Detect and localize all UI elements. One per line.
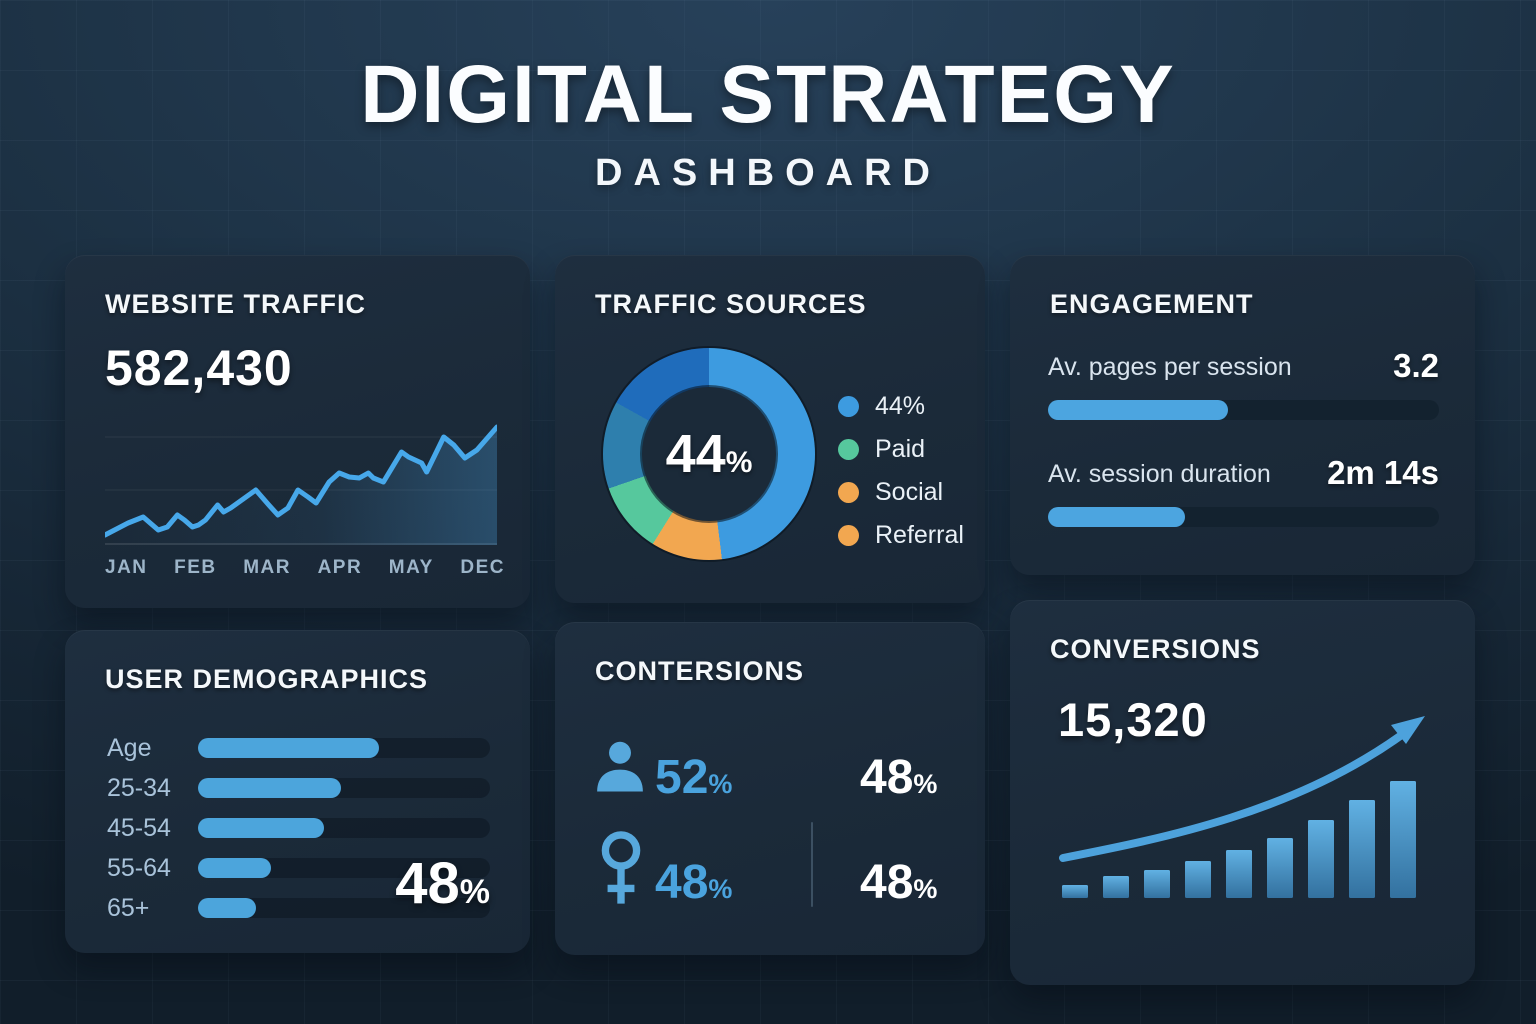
legend-dot (838, 439, 859, 460)
demographics-bar-fill (198, 898, 257, 918)
male-share-value: 52% (655, 751, 733, 804)
session-duration-value: 2m 14s (1327, 454, 1439, 491)
conversions-bar (1390, 781, 1416, 898)
demographics-row: 65+ (107, 888, 490, 928)
conversions-total: 15,320 (1058, 693, 1208, 746)
conversions-bar (1185, 861, 1211, 898)
demographics-bar-track (198, 778, 490, 798)
website-traffic-title: WEBSITE TRAFFIC (105, 289, 366, 319)
legend-item: 44% (838, 385, 964, 428)
website-traffic-total: 582,430 (105, 340, 293, 396)
demographics-bar-fill (198, 778, 342, 798)
demographics-row: 55-64 (107, 848, 490, 888)
conversions-bar (1226, 850, 1252, 898)
user-demographics-title: USER DEMOGRAPHICS (105, 664, 429, 694)
session-duration-progress-fill (1048, 507, 1185, 527)
conversions-bar (1144, 870, 1170, 898)
month-label: JAN (105, 557, 148, 578)
pages-per-session-progress-fill (1048, 400, 1228, 420)
conversions-bar (1308, 820, 1334, 898)
website-traffic-card: WEBSITE TRAFFIC 582,430 JAN FEB MAR APR MAY D… (65, 255, 530, 608)
demographics-bar-track (198, 858, 490, 878)
traffic-sources-card: TRAFFIC SOURCES 44% 44% Paid Social Referra… (555, 255, 985, 603)
conversions-bar (1062, 885, 1088, 898)
traffic-sources-legend: 44% Paid Social Referral (838, 385, 964, 557)
traffic-sources-donut-chart: 44% (603, 348, 815, 560)
pages-per-session-progress-track (1048, 400, 1439, 420)
demographics-row: 25-34 (107, 768, 490, 808)
male-conversion-rate: 48% (860, 751, 938, 804)
donut-center-value: 44 (665, 424, 726, 484)
month-label: APR (317, 557, 363, 578)
pages-per-session-label: Av. pages per session (1048, 353, 1292, 381)
demographics-bar-track (198, 898, 490, 918)
month-axis: JAN FEB MAR APR MAY DEC (105, 557, 505, 579)
demographics-highlight: 48% (395, 850, 490, 917)
demographics-row: 45-54 (107, 808, 490, 848)
legend-label: 44% (875, 392, 926, 420)
demographics-highlight-unit: % (459, 873, 490, 911)
demographics-row-label: 25-34 (107, 773, 171, 802)
month-label: FEB (174, 557, 217, 578)
engagement-card: ENGAGEMENT Av. pages per session 3.2 Av.… (1010, 255, 1475, 575)
user-demographics-card: USER DEMOGRAPHICS Age 25-34 45-54 55-64 65+ … (65, 630, 530, 953)
demographics-bar-track (198, 738, 490, 758)
page-subtitle: DASHBOARD (595, 152, 941, 194)
month-label: DEC (460, 557, 505, 578)
person-icon (597, 741, 643, 792)
legend-item: Paid (838, 428, 964, 471)
donut-center-label: 44% (666, 423, 753, 485)
session-duration-progress-track (1048, 507, 1439, 527)
conversions-bar (1349, 800, 1375, 898)
female-icon (601, 831, 641, 904)
legend-label: Paid (875, 435, 926, 463)
demographics-row-label: 45-54 (107, 813, 171, 842)
demographics-bar-chart: Age 25-34 45-54 55-64 65+ (107, 728, 490, 928)
legend-item: Referral (838, 514, 964, 557)
legend-item: Social (838, 471, 964, 514)
legend-label: Referral (875, 521, 964, 549)
legend-dot (838, 396, 859, 417)
female-conversion-rate: 48% (860, 856, 938, 909)
demographics-row: Age (107, 728, 490, 768)
traffic-sources-title: TRAFFIC SOURCES (595, 289, 867, 319)
contersions-card: CONTERSIONS 52% 48% 48% 48% (555, 622, 985, 955)
donut-center-unit: % (725, 446, 753, 479)
female-share-value: 48% (655, 856, 733, 909)
donut-hole: 44% (642, 387, 776, 521)
contersions-title: CONTERSIONS (595, 656, 805, 686)
demographics-row-label: Age (107, 733, 152, 762)
conversions-card: CONVERSIONS 15,320 (1010, 600, 1475, 985)
conversions-bar-chart (1059, 716, 1425, 898)
conversions-title: CONVERSIONS (1050, 634, 1261, 664)
pages-per-session-value: 3.2 (1393, 347, 1439, 384)
dashboard-header: DIGITAL STRATEGY DASHBOARD (0, 0, 1536, 195)
demographics-row-label: 65+ (107, 893, 150, 922)
engagement-title: ENGAGEMENT (1050, 289, 1254, 319)
conversions-bar (1267, 838, 1293, 898)
legend-dot (838, 525, 859, 546)
legend-label: Social (875, 478, 944, 506)
demographics-row-label: 55-64 (107, 853, 171, 882)
demographics-highlight-value: 48 (395, 851, 460, 916)
website-traffic-line-chart (105, 424, 497, 545)
page-title: DIGITAL STRATEGY (360, 49, 1176, 140)
legend-dot (838, 482, 859, 503)
column-divider (811, 822, 813, 907)
demographics-bar-track (198, 818, 490, 838)
demographics-bar-fill (198, 738, 380, 758)
trend-arrow-icon (1059, 730, 1407, 862)
month-label: MAY (388, 557, 434, 578)
month-label: MAR (243, 557, 291, 578)
demographics-bar-fill (198, 858, 271, 878)
session-duration-label: Av. session duration (1048, 460, 1271, 488)
demographics-bar-fill (198, 818, 324, 838)
conversions-bar (1103, 876, 1129, 898)
